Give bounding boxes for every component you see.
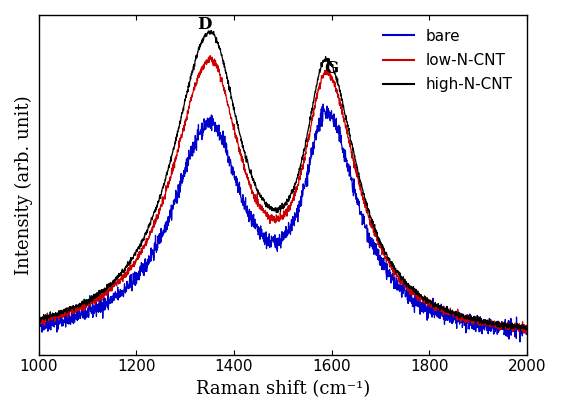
Text: G: G — [324, 60, 339, 77]
high-N-CNT — [420, 298, 426, 303]
Line: low-N-CNT: low-N-CNT — [39, 56, 527, 333]
low-N-CNT — [260, 210, 266, 215]
high-N-CNT — [509, 324, 516, 329]
bare — [260, 234, 266, 239]
high-N-CNT — [509, 323, 516, 328]
low-N-CNT — [61, 313, 67, 318]
low-N-CNT — [523, 325, 530, 330]
low-N-CNT — [523, 330, 530, 335]
bare — [509, 328, 516, 333]
low-N-CNT — [509, 322, 516, 327]
high-N-CNT — [208, 28, 214, 33]
Line: bare: bare — [39, 104, 527, 342]
high-N-CNT — [517, 328, 524, 332]
bare — [523, 331, 530, 336]
bare — [273, 236, 279, 241]
bare — [61, 319, 67, 324]
low-N-CNT — [273, 212, 280, 217]
low-N-CNT — [420, 297, 426, 302]
high-N-CNT — [273, 210, 280, 215]
Line: high-N-CNT: high-N-CNT — [39, 31, 527, 330]
Y-axis label: Intensity (arb. unit): Intensity (arb. unit) — [15, 95, 33, 275]
X-axis label: Raman shift (cm⁻¹): Raman shift (cm⁻¹) — [196, 380, 370, 398]
high-N-CNT — [61, 307, 67, 312]
bare — [517, 339, 523, 344]
Legend: bare, low-N-CNT, high-N-CNT: bare, low-N-CNT, high-N-CNT — [377, 23, 519, 98]
low-N-CNT — [35, 319, 42, 324]
bare — [420, 304, 426, 309]
high-N-CNT — [260, 196, 266, 201]
Text: D: D — [197, 16, 212, 33]
bare — [509, 326, 516, 331]
bare — [320, 102, 327, 107]
high-N-CNT — [523, 327, 530, 332]
low-N-CNT — [207, 53, 214, 58]
bare — [35, 320, 42, 325]
low-N-CNT — [509, 326, 516, 331]
high-N-CNT — [35, 317, 42, 322]
